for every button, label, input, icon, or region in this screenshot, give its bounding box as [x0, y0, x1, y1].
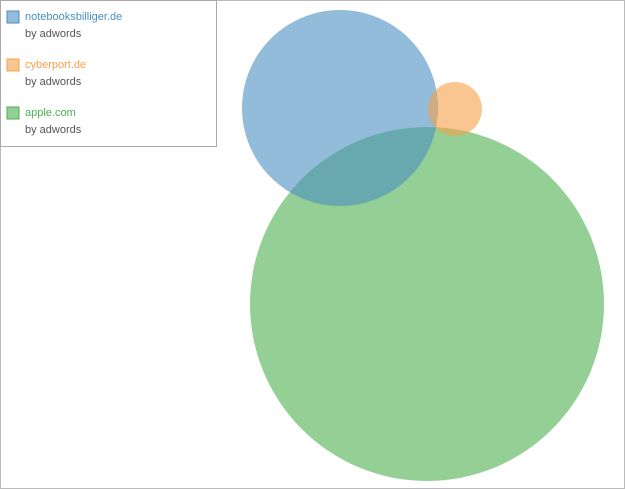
circle [242, 10, 438, 206]
legend-swatch [6, 58, 20, 72]
legend-source: by adwords [25, 76, 82, 88]
circles [242, 10, 604, 481]
legend-name: apple.com [25, 107, 76, 119]
legend-name: notebooksbilliger.de [25, 11, 122, 23]
legend-name: cyberport.de [25, 59, 86, 71]
legend: notebooksbilliger.de by adwords cyberport.… [6, 10, 122, 136]
legend-source: by adwords [25, 124, 82, 136]
legend-swatch [6, 106, 20, 120]
legend-source: by adwords [25, 28, 82, 40]
legend-swatch [6, 10, 20, 24]
legend-box [0, 0, 217, 147]
circle [250, 127, 604, 481]
circle [428, 82, 482, 136]
